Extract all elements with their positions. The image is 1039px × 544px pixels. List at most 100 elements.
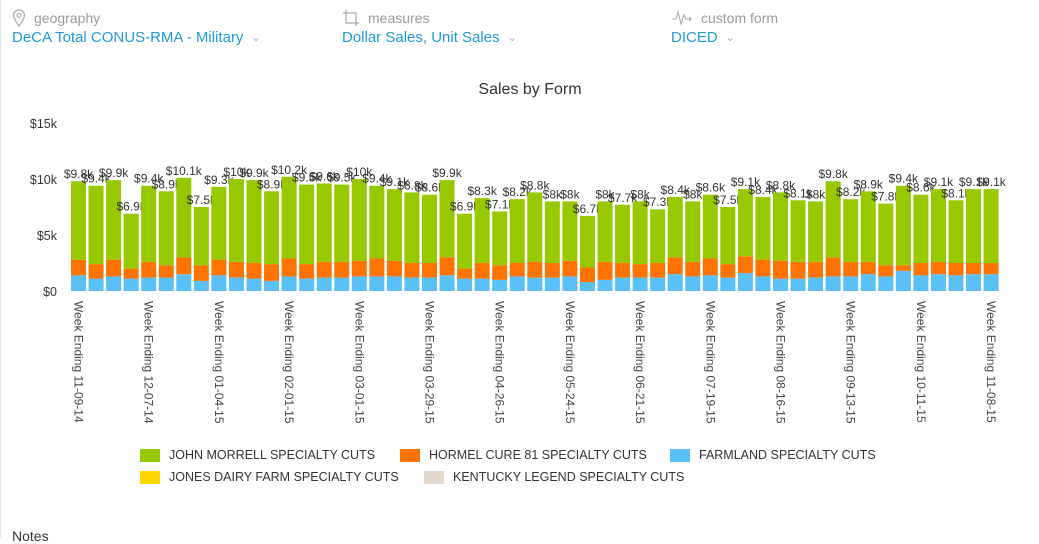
- legend-label: FARMLAND SPECIALTY CUTS: [699, 448, 876, 462]
- bar-segment-john-morrell-specialty-cuts: [895, 185, 911, 266]
- custom-form-value[interactable]: DICED: [671, 29, 718, 46]
- bar-segment-john-morrell-specialty-cuts: [193, 207, 209, 266]
- geography-filter[interactable]: geography DeCA Total CONUS-RMA - Militar…: [12, 8, 261, 46]
- custom-form-dropdown[interactable]: DICED ⌄: [671, 29, 778, 46]
- bar-segment-john-morrell-specialty-cuts: [562, 201, 578, 261]
- bar-segment-farmland-specialty-cuts: [737, 273, 753, 291]
- bar-segment-hormel-cure-81-specialty-cuts: [948, 263, 964, 276]
- geography-dropdown[interactable]: DeCA Total CONUS-RMA - Military ⌄: [12, 29, 261, 46]
- bar-segment-farmland-specialty-cuts: [650, 277, 666, 291]
- bar-segment-john-morrell-specialty-cuts: [860, 191, 876, 262]
- bar-total-label: $8.9k: [854, 177, 884, 191]
- bar-segment-hormel-cure-81-specialty-cuts: [351, 260, 367, 277]
- bar-total-label: $8k: [595, 187, 615, 201]
- bar-segment-farmland-specialty-cuts: [281, 276, 297, 291]
- bar-total-label: $9.5k: [327, 171, 357, 185]
- bar-segment-hormel-cure-81-specialty-cuts: [737, 256, 753, 274]
- bar-segment-hormel-cure-81-specialty-cuts: [176, 257, 192, 275]
- pulse-icon: [672, 10, 692, 26]
- bar-total-label: $8.9k: [152, 177, 182, 191]
- bar-segment-john-morrell-specialty-cuts: [843, 199, 859, 262]
- bar-segment-hormel-cure-81-specialty-cuts: [913, 263, 929, 276]
- bar-segment-hormel-cure-81-specialty-cuts: [930, 261, 946, 275]
- bar-segment-john-morrell-specialty-cuts: [509, 199, 525, 263]
- x-tick-label: Week Ending 02-01-15: [282, 301, 296, 424]
- bar-segment-farmland-specialty-cuts: [106, 276, 122, 291]
- measures-dropdown[interactable]: Dollar Sales, Unit Sales ⌄: [342, 29, 517, 46]
- bar-total-label: $9.9k: [432, 166, 462, 180]
- x-tick-label: Week Ending 09-13-15: [844, 301, 858, 424]
- bar-segment-farmland-specialty-cuts: [597, 279, 613, 291]
- bar-total-label: $9.4k: [889, 172, 919, 186]
- bar-total-label: $9.4k: [134, 172, 164, 186]
- bar-segment-farmland-specialty-cuts: [579, 282, 595, 291]
- geography-value[interactable]: DeCA Total CONUS-RMA - Military: [12, 29, 244, 46]
- bar-segment-farmland-specialty-cuts: [316, 277, 332, 291]
- bar-segment-hormel-cure-81-specialty-cuts: [843, 261, 859, 277]
- legend-item[interactable]: JONES DAIRY FARM SPECIALTY CUTS: [140, 470, 399, 484]
- bar-segment-hormel-cure-81-specialty-cuts: [650, 263, 666, 278]
- bar-total-label: $10k: [346, 165, 373, 179]
- legend-label: HORMEL CURE 81 SPECIALTY CUTS: [429, 448, 647, 462]
- bar-segment-hormel-cure-81-specialty-cuts: [685, 261, 701, 277]
- custom-form-filter[interactable]: custom form DICED ⌄: [671, 8, 778, 46]
- bar-segment-farmland-specialty-cuts: [439, 275, 455, 291]
- bar-total-label: $8.4k: [748, 183, 778, 197]
- x-tick-label: Week Ending 08-16-15: [774, 301, 788, 424]
- bar-segment-hormel-cure-81-specialty-cuts: [966, 263, 982, 275]
- bar-segment-hormel-cure-81-specialty-cuts: [386, 260, 402, 277]
- bar-segment-farmland-specialty-cuts: [615, 277, 631, 291]
- bar-segment-hormel-cure-81-specialty-cuts: [246, 263, 262, 279]
- bar-segment-farmland-specialty-cuts: [562, 276, 578, 291]
- chevron-down-icon[interactable]: ⌄: [251, 32, 261, 44]
- legend-item[interactable]: JOHN MORRELL SPECIALTY CUTS: [140, 448, 375, 462]
- bar-segment-farmland-specialty-cuts: [334, 277, 350, 291]
- bar-segment-john-morrell-specialty-cuts: [930, 189, 946, 262]
- bar-segment-farmland-specialty-cuts: [720, 277, 736, 291]
- legend-swatch: [670, 448, 690, 462]
- bar-segment-john-morrell-specialty-cuts: [615, 204, 631, 263]
- bar-total-label: $8k: [683, 187, 703, 201]
- legend-item[interactable]: HORMEL CURE 81 SPECIALTY CUTS: [400, 448, 647, 462]
- bar-total-label: $8.4k: [661, 183, 691, 197]
- bar-segment-john-morrell-specialty-cuts: [755, 196, 771, 260]
- chart-title: Sales by Form: [478, 81, 582, 98]
- bar-segment-hormel-cure-81-specialty-cuts: [790, 261, 806, 279]
- bar-segment-john-morrell-specialty-cuts: [299, 184, 315, 265]
- bar-segment-john-morrell-specialty-cuts: [650, 209, 666, 263]
- bar-segment-john-morrell-specialty-cuts: [439, 180, 455, 258]
- legend-item[interactable]: FARMLAND SPECIALTY CUTS: [670, 448, 876, 462]
- bar-segment-hormel-cure-81-specialty-cuts: [369, 258, 385, 277]
- bar-segment-hormel-cure-81-specialty-cuts: [158, 265, 174, 278]
- sales-by-form-chart: $0 $5k $10k $15k $9.8k Week Ending 11-09-14 $9…: [30, 117, 1007, 424]
- bar-segment-hormel-cure-81-specialty-cuts: [632, 264, 648, 278]
- bar-segment-hormel-cure-81-specialty-cuts: [439, 257, 455, 276]
- bar-segment-hormel-cure-81-specialty-cuts: [808, 261, 824, 278]
- bar-segment-john-morrell-specialty-cuts: [281, 176, 297, 259]
- bar-segment-hormel-cure-81-specialty-cuts: [860, 261, 876, 275]
- chevron-down-icon[interactable]: ⌄: [507, 32, 517, 44]
- bar-segment-john-morrell-specialty-cuts: [773, 192, 788, 261]
- bar-total-label: $7.3k: [643, 195, 673, 209]
- bar-segment-john-morrell-specialty-cuts: [334, 184, 350, 262]
- bar-segment-hormel-cure-81-specialty-cuts: [562, 260, 578, 277]
- bar-segment-hormel-cure-81-specialty-cuts: [141, 261, 157, 278]
- measures-label: measures: [368, 10, 430, 26]
- x-tick-label: Week Ending 01-04-15: [212, 301, 226, 424]
- bar-segment-farmland-specialty-cuts: [632, 277, 648, 291]
- measures-value[interactable]: Dollar Sales, Unit Sales: [342, 29, 500, 46]
- bar-segment-farmland-specialty-cuts: [702, 275, 718, 291]
- bar-segment-farmland-specialty-cuts: [176, 274, 192, 291]
- bar-total-label: $8.3k: [467, 184, 497, 198]
- bar-segment-hormel-cure-81-specialty-cuts: [597, 261, 613, 280]
- chevron-down-icon[interactable]: ⌄: [725, 32, 735, 44]
- bar-total-label: $8.6k: [415, 181, 445, 195]
- bar-segment-farmland-specialty-cuts: [860, 274, 876, 291]
- bar-segment-hormel-cure-81-specialty-cuts: [422, 263, 437, 278]
- bar-segment-farmland-specialty-cuts: [930, 274, 946, 291]
- bar-segment-farmland-specialty-cuts: [141, 277, 157, 291]
- legend-item[interactable]: KENTUCKY LEGEND SPECIALTY CUTS: [424, 470, 684, 484]
- bar-total-label: $8k: [806, 187, 826, 201]
- measures-filter[interactable]: measures Dollar Sales, Unit Sales ⌄: [342, 8, 517, 46]
- bar-segment-john-morrell-specialty-cuts: [983, 189, 999, 263]
